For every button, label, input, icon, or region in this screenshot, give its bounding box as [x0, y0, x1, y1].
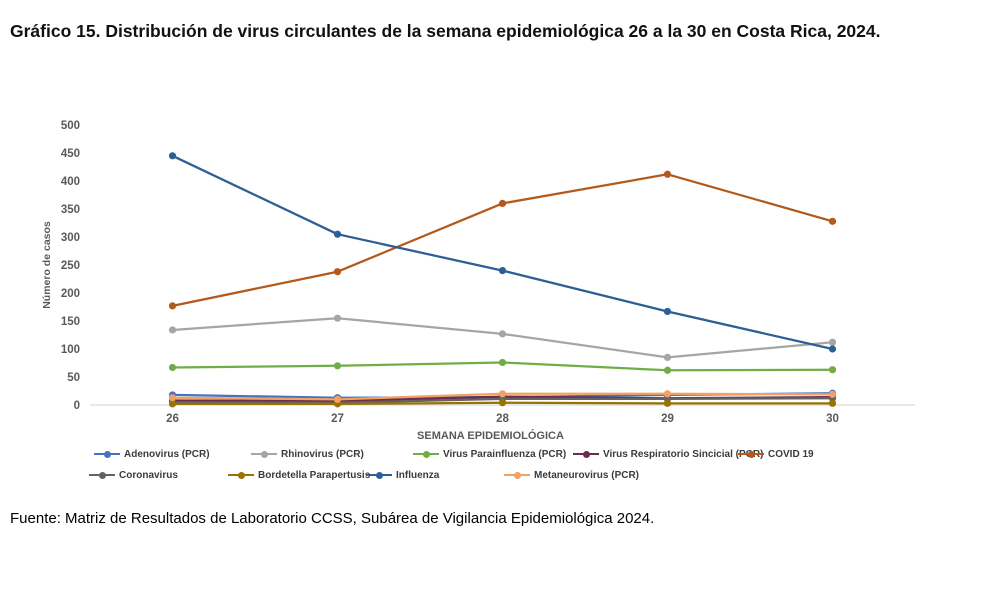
legend-marker-icon	[228, 468, 254, 482]
y-tick-label: 150	[61, 316, 80, 328]
legend-marker-icon	[251, 447, 277, 461]
data-point-rhinovirus-pcr-wk29	[663, 353, 672, 361]
legend-item-influenza: Influenza	[366, 468, 439, 482]
x-axis-title: SEMANA EPIDEMIOLÓGICA	[417, 429, 564, 442]
legend-marker-icon	[573, 447, 599, 461]
y-tick-label: 400	[61, 176, 80, 188]
data-point-metaneurovirus-pcr-wk29	[663, 390, 672, 398]
data-point-bordetella-parapertusis-wk29	[663, 399, 672, 407]
y-tick-label: 0	[74, 400, 80, 412]
data-point-covid-19-wk29	[663, 170, 672, 178]
data-point-virus-parainfluenza-pcr-wk27	[333, 362, 342, 370]
data-point-virus-parainfluenza-pcr-wk28	[498, 358, 507, 367]
data-point-covid-19-wk27	[333, 268, 342, 276]
y-tick-label: 250	[61, 260, 80, 272]
data-point-bordetella-parapertusis-wk28	[498, 399, 507, 407]
legend-label: Virus Respiratorio Sincicial (PCR)	[603, 448, 764, 460]
data-point-bordetella-parapertusis-wk30	[828, 399, 837, 407]
legend-marker-icon	[413, 447, 439, 461]
series-line-covid-19	[171, 173, 834, 308]
legend-marker-icon	[738, 447, 764, 461]
y-tick-label: 100	[61, 344, 80, 356]
legend-marker-icon	[366, 468, 392, 482]
data-point-influenza-wk27	[333, 230, 342, 238]
legend-item-coronavirus: Coronavirus	[89, 468, 178, 482]
data-point-metaneurovirus-pcr-wk27	[333, 395, 342, 403]
data-point-influenza-wk30	[828, 345, 837, 353]
legend-label: Coronavirus	[119, 469, 178, 481]
x-tick-label: 30	[826, 413, 839, 425]
data-point-influenza-wk26	[168, 152, 177, 160]
series-line-rhinovirus-pcr	[171, 317, 834, 359]
chart-title: Gráfico 15. Distribución de virus circul…	[10, 21, 881, 41]
x-tick-label: 26	[166, 413, 179, 425]
legend-item-virus-respiratorio-sincicial-pcr: Virus Respiratorio Sincicial (PCR)	[573, 447, 763, 461]
legend-item-rhinovirus-pcr: Rhinovirus (PCR)	[251, 447, 364, 461]
legend-marker-icon	[94, 447, 120, 461]
legend-item-bordetella-parapertusis: Bordetella Parapertusis	[228, 468, 370, 482]
legend-label: Rhinovirus (PCR)	[281, 448, 364, 460]
legend-label: Virus Parainfluenza (PCR)	[443, 448, 567, 460]
data-point-metaneurovirus-pcr-wk30	[828, 390, 837, 398]
data-point-covid-19-wk30	[828, 217, 837, 225]
legend-label: Adenovirus (PCR)	[124, 448, 210, 460]
legend-marker-icon	[504, 468, 530, 482]
data-point-bordetella-parapertusis-wk26	[168, 400, 177, 408]
y-axis-title: Número de casos	[41, 221, 53, 309]
legend-item-covid-19: COVID 19	[738, 447, 814, 461]
y-tick-label: 300	[61, 232, 80, 244]
legend-label: Influenza	[396, 469, 440, 481]
data-point-rhinovirus-pcr-wk26	[168, 326, 177, 334]
legend-label: COVID 19	[768, 448, 814, 460]
chart-legend: Adenovirus (PCR) Rhinovirus (PCR) Virus Pa…	[0, 445, 1003, 491]
y-tick-label: 450	[61, 148, 80, 160]
y-tick-label: 50	[67, 372, 80, 384]
legend-item-virus-parainfluenza-pcr: Virus Parainfluenza (PCR)	[413, 447, 566, 461]
legend-item-metaneurovirus-pcr: Metaneurovirus (PCR)	[504, 468, 639, 482]
data-point-virus-parainfluenza-pcr-wk30	[828, 366, 837, 374]
x-tick-label: 28	[496, 413, 509, 425]
legend-item-adenovirus-pcr: Adenovirus (PCR)	[94, 447, 210, 461]
data-point-covid-19-wk28	[498, 199, 507, 207]
x-tick-label: 27	[331, 413, 344, 425]
data-point-influenza-wk28	[498, 267, 507, 275]
data-point-influenza-wk29	[663, 307, 672, 316]
legend-label: Metaneurovirus (PCR)	[534, 469, 640, 481]
y-tick-label: 500	[61, 120, 80, 132]
legend-marker-icon	[89, 468, 115, 482]
data-point-virus-parainfluenza-pcr-wk26	[168, 363, 177, 372]
source-note: Fuente: Matriz de Resultados de Laborato…	[10, 510, 655, 527]
data-point-covid-19-wk26	[168, 302, 177, 310]
data-point-metaneurovirus-pcr-wk26	[168, 394, 177, 402]
data-point-rhinovirus-pcr-wk27	[333, 314, 342, 322]
data-point-rhinovirus-pcr-wk30	[828, 338, 837, 346]
data-point-metaneurovirus-pcr-wk28	[498, 390, 507, 398]
legend-label: Bordetella Parapertusis	[258, 469, 371, 481]
series-line-influenza	[171, 154, 834, 351]
data-point-rhinovirus-pcr-wk28	[498, 330, 507, 338]
x-tick-label: 29	[661, 413, 674, 425]
y-tick-label: 350	[61, 204, 80, 216]
y-tick-label: 200	[61, 288, 80, 300]
data-point-virus-parainfluenza-pcr-wk29	[663, 366, 672, 374]
